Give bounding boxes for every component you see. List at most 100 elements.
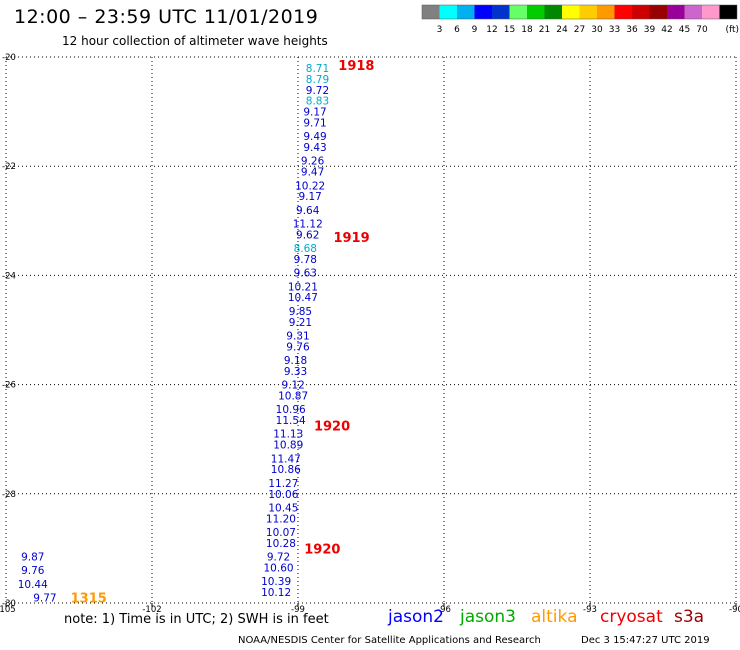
data-label: 9.43 — [303, 142, 326, 154]
data-label: 9.21 — [289, 317, 312, 329]
data-label: 9.72 — [306, 85, 329, 97]
scale-swatch — [544, 5, 562, 19]
data-label: 9.85 — [289, 306, 312, 318]
data-label: 9.49 — [303, 131, 326, 143]
chart-title: 12:00 – 23:59 UTC 11/01/2019 — [14, 6, 319, 28]
footer-credit: NOAA/NESDIS Center for Satellite Applica… — [238, 635, 541, 646]
data-label: 11.47 — [271, 453, 301, 465]
data-label: 11.12 — [293, 219, 323, 231]
scale-label: 6 — [454, 25, 460, 35]
data-label: 9.78 — [294, 254, 317, 266]
footer-timestamp: Dec 3 15:47:27 UTC 2019 — [581, 635, 710, 646]
scale-swatch — [457, 5, 475, 19]
scale-swatch — [562, 5, 580, 19]
scale-swatch — [579, 5, 597, 19]
data-label: 9.63 — [294, 268, 317, 280]
x-tick-label: -102 — [142, 605, 161, 615]
legend-s3a: s3a — [674, 607, 705, 627]
data-label: 10.22 — [295, 180, 325, 192]
footer-note: note: 1) Time is in UTC; 2) SWH is in fe… — [64, 612, 329, 627]
scale-swatch — [527, 5, 545, 19]
legend-cryosat: cryosat — [600, 607, 663, 627]
data-label: 8.79 — [306, 74, 329, 86]
y-tick-label: -30 — [2, 599, 16, 609]
data-label: 11.27 — [268, 478, 298, 490]
data-label: 10.44 — [18, 579, 48, 591]
x-tick-label: -99 — [291, 605, 305, 615]
data-label: 9.76 — [21, 565, 45, 577]
x-tick-label: -96 — [437, 605, 451, 615]
x-tick-label: -93 — [583, 605, 597, 615]
y-tick-label: -20 — [2, 53, 16, 63]
data-label: 10.12 — [261, 587, 291, 599]
data-label: 9.18 — [284, 355, 307, 367]
time-label: 1315 — [71, 592, 107, 607]
scale-label: 42 — [661, 25, 672, 35]
chart-subtitle: 12 hour collection of altimeter wave hei… — [62, 34, 328, 48]
scale-label: 30 — [591, 25, 603, 35]
scale-swatch — [649, 5, 667, 19]
time-label: 1919 — [333, 231, 369, 246]
time-label: 1920 — [304, 542, 340, 557]
data-label: 9.87 — [21, 552, 44, 564]
scale-label: 39 — [644, 25, 656, 35]
data-label: 10.60 — [264, 563, 294, 575]
data-label: 9.31 — [286, 330, 309, 342]
data-label: 11.20 — [266, 513, 296, 525]
scale-swatch — [684, 5, 702, 19]
data-label: 10.89 — [273, 440, 303, 452]
legend-altika: altika — [531, 607, 578, 627]
scale-label: 27 — [574, 25, 585, 35]
data-label: 9.26 — [301, 156, 325, 168]
scale-swatch — [614, 5, 632, 19]
data-label: 9.76 — [286, 341, 310, 353]
data-label: 11.54 — [276, 415, 306, 427]
y-tick-label: -22 — [2, 162, 16, 172]
scale-swatch — [667, 5, 685, 19]
scale-label: 33 — [609, 25, 620, 35]
data-label: 9.33 — [284, 366, 307, 378]
scale-swatch — [492, 5, 510, 19]
scale-label: 15 — [504, 25, 515, 35]
scale-swatch — [719, 5, 737, 19]
time-label: 1920 — [314, 420, 350, 435]
legend-jason2: jason2 — [388, 607, 444, 627]
scale-swatch — [632, 5, 650, 19]
x-tick-label: -105 — [0, 605, 16, 615]
scale-swatch — [702, 5, 720, 19]
data-label: 8.83 — [306, 96, 329, 108]
data-label: 9.17 — [303, 107, 326, 119]
scale-label: 21 — [539, 25, 550, 35]
y-tick-label: -26 — [2, 381, 16, 391]
data-label: 8.68 — [294, 243, 317, 255]
data-label: 8.71 — [306, 63, 329, 75]
scale-label: 9 — [472, 25, 478, 35]
scale-swatch — [422, 5, 440, 19]
y-tick-label: -24 — [2, 271, 16, 281]
data-label: 9.17 — [298, 191, 321, 203]
scale-swatch — [439, 5, 457, 19]
data-label: 10.06 — [268, 489, 298, 501]
data-label: 10.28 — [266, 538, 296, 550]
time-label: 1918 — [338, 59, 374, 74]
legend-jason3: jason3 — [460, 607, 516, 627]
data-label: 10.47 — [288, 292, 318, 304]
scale-label: 24 — [556, 25, 568, 35]
data-label: 10.39 — [261, 576, 291, 588]
data-label: 9.62 — [296, 229, 319, 241]
data-label: 9.77 — [33, 593, 56, 605]
data-label: 10.96 — [276, 404, 306, 416]
data-label: 9.71 — [303, 118, 326, 130]
scale-label: 18 — [521, 25, 533, 35]
data-label: 9.47 — [301, 167, 324, 179]
scale-label: 45 — [679, 25, 690, 35]
scale-label: 36 — [626, 25, 638, 35]
data-label: 10.21 — [288, 281, 318, 293]
data-label: 9.72 — [267, 552, 290, 564]
data-label: 11.13 — [273, 429, 303, 441]
data-label: 10.45 — [268, 502, 298, 514]
scale-label: 70 — [696, 25, 708, 35]
scale-frame — [421, 4, 738, 20]
data-label: 10.87 — [278, 391, 308, 403]
